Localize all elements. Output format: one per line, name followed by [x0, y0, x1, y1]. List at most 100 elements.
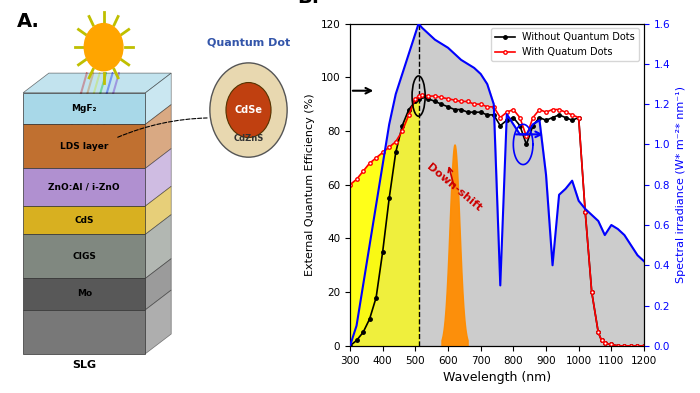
With Quatum Dots: [542, 110, 550, 115]
With Quatum Dots: [391, 140, 400, 144]
Without Quantum Dots: [414, 96, 423, 101]
With Quatum Dots: [457, 99, 466, 104]
With Quatum Dots: [640, 343, 648, 348]
Text: Quantum Dot: Quantum Dot: [207, 37, 290, 47]
With Quatum Dots: [477, 102, 485, 107]
With Quatum Dots: [528, 115, 537, 120]
Text: Mo: Mo: [77, 290, 92, 298]
With Quatum Dots: [626, 343, 635, 348]
Text: CdSe: CdSe: [234, 105, 262, 115]
Polygon shape: [23, 278, 146, 310]
With Quatum Dots: [444, 96, 452, 101]
With Quatum Dots: [359, 169, 368, 174]
With Quatum Dots: [379, 150, 387, 155]
Polygon shape: [23, 93, 146, 124]
Legend: Without Quantum Dots, With Quatum Dots: Without Quantum Dots, With Quatum Dots: [491, 28, 639, 61]
With Quatum Dots: [346, 182, 354, 187]
Polygon shape: [146, 73, 172, 124]
Without Quantum Dots: [575, 115, 583, 120]
Text: A.: A.: [17, 12, 39, 31]
With Quatum Dots: [398, 129, 407, 133]
With Quatum Dots: [418, 92, 426, 97]
Polygon shape: [146, 290, 172, 354]
Without Quantum Dots: [528, 123, 537, 128]
With Quatum Dots: [352, 177, 361, 182]
Text: B.: B.: [297, 0, 319, 7]
Without Quantum Dots: [614, 343, 622, 348]
With Quatum Dots: [365, 161, 374, 165]
With Quatum Dots: [555, 107, 564, 112]
Without Quantum Dots: [555, 112, 564, 117]
Polygon shape: [23, 234, 146, 278]
With Quatum Dots: [450, 98, 459, 103]
Without Quantum Dots: [430, 99, 439, 104]
Without Quantum Dots: [626, 343, 635, 348]
Without Quantum Dots: [411, 99, 419, 104]
With Quatum Dots: [463, 99, 472, 104]
Without Quantum Dots: [457, 107, 466, 112]
With Quatum Dots: [581, 209, 589, 214]
Without Quantum Dots: [594, 330, 603, 335]
Text: CdZnS: CdZnS: [233, 134, 264, 143]
Text: ZnO:Al / i-ZnO: ZnO:Al / i-ZnO: [48, 183, 120, 191]
With Quatum Dots: [489, 105, 498, 109]
Without Quantum Dots: [463, 110, 472, 115]
Without Quantum Dots: [561, 115, 570, 120]
Without Quantum Dots: [372, 295, 380, 300]
Without Quantum Dots: [365, 317, 374, 321]
Without Quantum Dots: [634, 343, 642, 348]
Polygon shape: [23, 124, 146, 168]
Line: With Quatum Dots: With Quatum Dots: [349, 93, 645, 347]
Without Quantum Dots: [450, 107, 459, 112]
Without Quantum Dots: [503, 118, 511, 123]
With Quatum Dots: [424, 94, 433, 98]
Without Quantum Dots: [470, 110, 478, 115]
Without Quantum Dots: [568, 118, 576, 123]
Without Quantum Dots: [597, 338, 606, 343]
With Quatum Dots: [414, 94, 423, 98]
Y-axis label: External Quantum Efficiency (%): External Quantum Efficiency (%): [305, 94, 315, 276]
Text: MgF₂: MgF₂: [71, 104, 97, 113]
Polygon shape: [146, 259, 172, 310]
Text: CIGS: CIGS: [72, 252, 96, 261]
Polygon shape: [23, 206, 146, 234]
Text: LDS layer: LDS layer: [60, 142, 108, 151]
Without Quantum Dots: [444, 105, 452, 109]
With Quatum Dots: [470, 102, 478, 107]
Circle shape: [210, 63, 287, 157]
Without Quantum Dots: [489, 112, 498, 117]
Polygon shape: [146, 215, 172, 278]
With Quatum Dots: [536, 107, 544, 112]
With Quatum Dots: [430, 94, 439, 98]
With Quatum Dots: [548, 107, 556, 112]
Text: Down-shift: Down-shift: [425, 162, 484, 213]
Without Quantum Dots: [640, 343, 648, 348]
Without Quantum Dots: [536, 115, 544, 120]
Without Quantum Dots: [607, 342, 615, 347]
Without Quantum Dots: [587, 290, 596, 294]
With Quatum Dots: [594, 330, 603, 335]
Without Quantum Dots: [418, 94, 426, 98]
With Quatum Dots: [372, 156, 380, 160]
Polygon shape: [146, 105, 172, 168]
Circle shape: [226, 83, 271, 138]
Without Quantum Dots: [405, 107, 413, 112]
With Quatum Dots: [587, 290, 596, 294]
With Quatum Dots: [509, 107, 517, 112]
With Quatum Dots: [438, 95, 446, 100]
Without Quantum Dots: [391, 150, 400, 155]
Without Quantum Dots: [477, 110, 485, 115]
With Quatum Dots: [496, 115, 505, 120]
Without Quantum Dots: [346, 343, 354, 348]
With Quatum Dots: [620, 343, 629, 348]
Without Quantum Dots: [548, 115, 556, 120]
Without Quantum Dots: [352, 338, 361, 343]
Y-axis label: Spectral irradiance (W* m⁻²* nm⁻¹): Spectral irradiance (W* m⁻²* nm⁻¹): [676, 86, 686, 283]
With Quatum Dots: [561, 110, 570, 115]
With Quatum Dots: [503, 110, 511, 115]
With Quatum Dots: [411, 96, 419, 101]
Line: Without Quantum Dots: Without Quantum Dots: [349, 94, 645, 347]
Text: CdS: CdS: [74, 216, 94, 224]
Polygon shape: [146, 186, 172, 234]
Without Quantum Dots: [581, 209, 589, 214]
